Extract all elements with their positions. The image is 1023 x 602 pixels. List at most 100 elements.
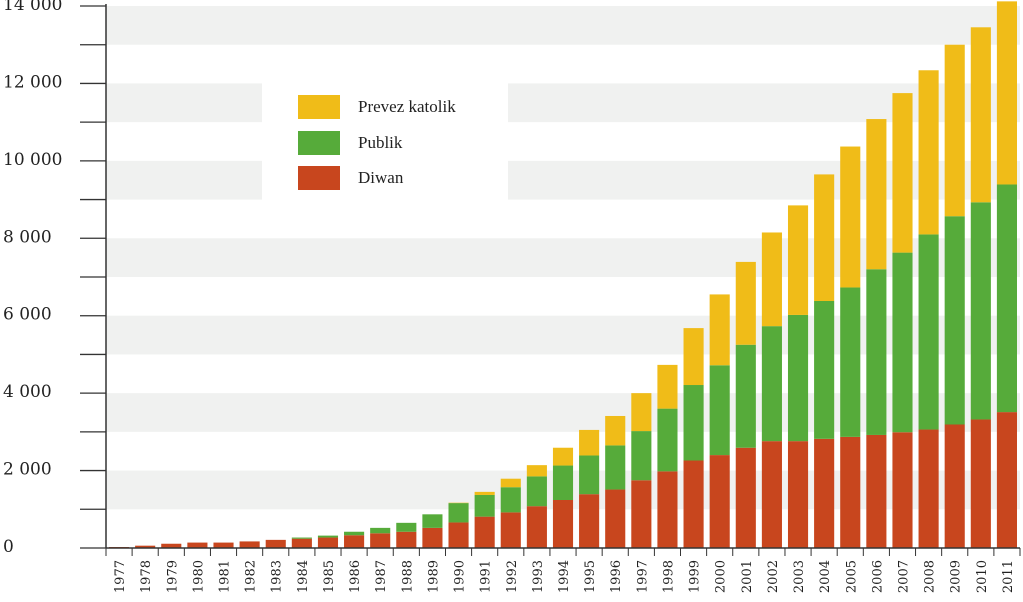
y-tick-label: 8 000 [3,227,52,247]
bar-segment-publik [474,494,495,517]
bar-segment-diwan [605,489,626,548]
bar-segment-diwan [187,542,208,548]
bar-segment-diwan [735,447,756,548]
x-tick-label: 1977 [113,560,128,593]
bar-segment-prevez-katolik [709,294,730,366]
bar-segment-prevez-katolik [840,146,861,288]
y-tick-label: 4 000 [3,382,52,402]
bar-segment-diwan [291,538,312,548]
bar-segment-diwan [396,531,417,548]
x-tick-label: 2002 [766,560,781,593]
bar-segment-prevez-katolik [526,465,547,477]
bar-segment-prevez-katolik [552,447,574,466]
bar-segment-publik [317,535,339,538]
x-tick-label: 1991 [479,560,494,593]
y-tick-label: 14 000 [3,0,62,15]
y-tick-label: 6 000 [3,305,52,325]
x-tick-label: 1998 [661,560,676,593]
bar-segment-prevez-katolik [970,27,991,203]
bar-segment-diwan [840,436,861,548]
bar-segment-publik [866,269,887,435]
bar-segment-diwan [239,541,260,548]
x-tick-label: 2000 [714,560,729,593]
x-tick-label: 1986 [348,560,363,593]
chart-bars [109,1,1017,548]
x-tick-label: 1996 [609,560,624,593]
bar-segment-publik [918,234,939,430]
x-tick-label: 1984 [296,560,311,593]
x-tick-label: 2008 [923,560,938,593]
y-tick-label: 10 000 [3,150,62,170]
bar-segment-publik [631,431,652,481]
x-tick-label: 2001 [740,560,755,593]
bar-segment-publik [552,465,574,500]
x-tick-labels: 1977 1978 1979 1980 1981 1982 1983 1984 1985 1986… [113,560,1016,593]
bar-segment-publik [579,455,600,495]
bar-segment-diwan [422,527,443,548]
x-tick-label: 1999 [688,560,703,593]
y-tick-label: 2 000 [3,460,52,480]
bar-segment-publik [370,527,391,534]
bar-segment-diwan [709,455,730,548]
bar-segment-diwan [657,471,678,548]
bar-segment-diwan [918,429,939,548]
y-tick-label: 0 [3,537,14,557]
bar-segment-diwan [135,545,156,548]
bar-segment-publik [291,537,312,539]
x-tick-label: 1983 [270,560,285,593]
x-tick-label: 2006 [870,560,885,593]
bar-segment-prevez-katolik [944,44,965,217]
legend-swatch-prevez-katolik [298,95,340,119]
bar-segment-diwan [892,432,913,548]
bar-segment-diwan [265,539,286,548]
bar-segment-diwan [814,438,835,548]
bar-segment-prevez-katolik [866,119,887,270]
bar-segment-prevez-katolik [761,232,782,327]
bar-segment-publik [526,476,547,507]
x-tick-label: 2011 [1001,560,1016,593]
grid-band [106,6,1020,45]
bar-segment-prevez-katolik [500,478,521,488]
bar-segment-publik [761,326,782,442]
bar-segment-publik [500,487,521,513]
x-tick-label: 1981 [218,560,233,593]
bar-segment-publik [996,184,1017,413]
bar-segment-publik [683,385,704,461]
x-tick-label: 1992 [505,560,520,593]
bar-segment-publik [396,522,417,532]
x-tick-label: 1980 [191,560,206,593]
x-tick-label: 1990 [453,560,468,593]
x-tick-label: 2009 [949,560,964,593]
x-tick-label: 1988 [400,560,415,593]
bar-segment-publik [970,202,991,420]
bar-segment-diwan [970,419,991,548]
x-tick-label: 2005 [844,560,859,593]
bar-segment-publik [944,216,965,425]
bar-segment-diwan [579,494,600,548]
x-tick-label: 1985 [322,560,337,593]
bar-segment-diwan [474,516,495,548]
bar-segment-diwan [317,537,339,548]
bar-segment-publik [657,408,678,472]
bar-segment-prevez-katolik [657,364,678,409]
legend-swatch-diwan [298,166,340,190]
x-tick-label: 1989 [426,560,441,593]
x-tick-label: 1982 [244,560,259,593]
legend: Prevez katolik Publik Diwan [262,82,508,204]
y-tick-label: 12 000 [3,72,62,92]
bar-segment-prevez-katolik [579,429,600,456]
x-tick-label: 2004 [818,560,833,593]
bar-segment-diwan [448,522,469,548]
bar-segment-diwan [344,535,365,548]
bar-segment-prevez-katolik [787,205,809,315]
bar-segment-diwan [161,543,182,548]
grid-band [106,83,1020,123]
bar-segment-diwan [500,512,521,548]
bar-segment-prevez-katolik [996,1,1017,185]
bar-segment-publik [709,365,730,456]
bar-segment-publik [605,445,626,490]
bar-segment-prevez-katolik [631,393,652,432]
legend-swatch-publik [298,131,340,155]
bar-segment-diwan [526,506,547,548]
